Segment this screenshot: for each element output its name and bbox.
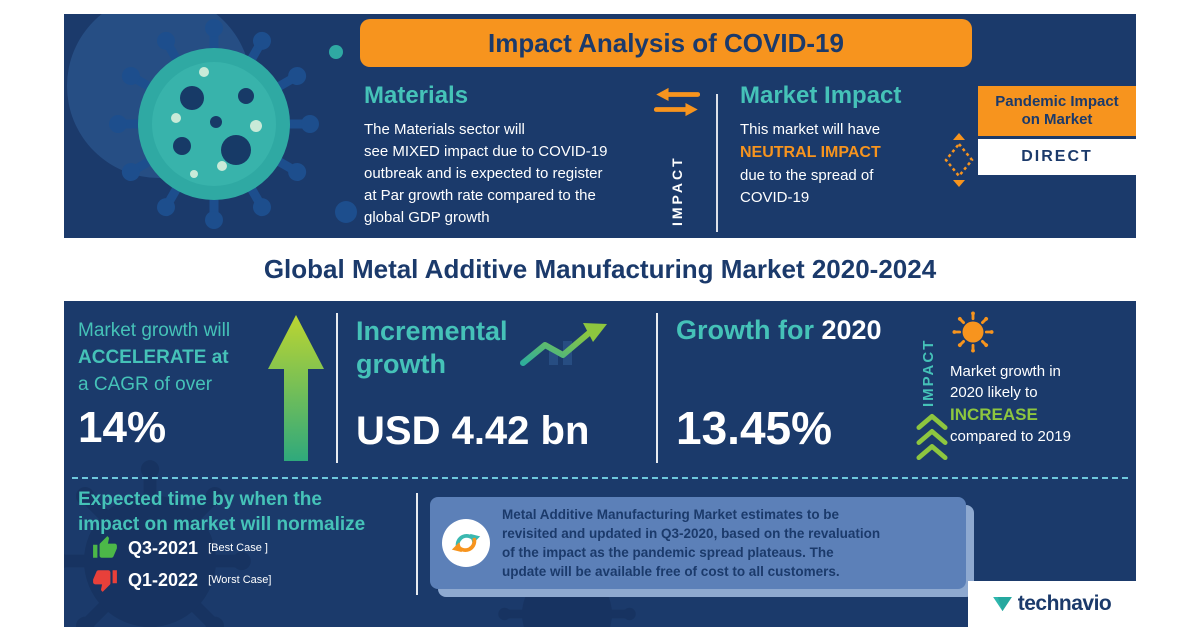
market-impact-block: Market Impact This market will have NEUT… <box>740 82 945 209</box>
virus-watermark-icon <box>64 460 251 627</box>
materials-line: at Par growth rate compared to the <box>364 187 596 204</box>
thumbs-up-icon <box>93 536 117 558</box>
report-title: Global Metal Additive Manufacturing Mark… <box>263 254 937 284</box>
pandemic-impact-value: DIRECT <box>978 139 1136 175</box>
cagr-line: ACCELERATE at <box>78 347 229 368</box>
worst-case-row: Q1-2022 [Worst Case] <box>92 567 271 593</box>
impact-line: compared to 2019 <box>950 428 1071 445</box>
technavio-nabla-icon <box>992 596 1012 611</box>
materials-line: The Materials sector will <box>364 121 525 138</box>
growth-2020-value: 13.45% <box>676 402 833 454</box>
thumbs-down-icon <box>93 570 117 592</box>
callout-line: revisited and updated in Q3-2020, based … <box>502 526 881 541</box>
impact-2020-block: Market growth in 2020 likely to INCREASE… <box>950 361 1136 447</box>
growth-up-arrow-icon <box>268 315 324 461</box>
incremental-growth-value: USD 4.42 bn <box>356 409 590 453</box>
technavio-logo: technavio <box>968 581 1136 627</box>
best-case-row: Q3-2021 [Best Case ] <box>92 535 268 561</box>
chevrons-up-icon <box>916 413 948 461</box>
incremental-label-line: Incremental <box>356 316 508 346</box>
stats-section: Market growth will ACCELERATE at a CAGR … <box>64 301 1136 627</box>
neutral-impact-highlight: NEUTRAL IMPACT <box>740 144 881 161</box>
refresh-icon <box>451 533 481 553</box>
callout-line: Metal Additive Manufacturing Market esti… <box>502 507 840 522</box>
cagr-line: a CAGR of over <box>78 374 213 395</box>
market-impact-line: due to the spread of <box>740 167 874 184</box>
growth-label-prefix: Growth for <box>676 315 822 345</box>
materials-line: outbreak and is expected to register <box>364 165 603 182</box>
dashed-divider <box>72 477 1128 479</box>
coronavirus-illustration-icon <box>67 14 357 229</box>
impact-line: 2020 likely to <box>950 384 1038 401</box>
column-divider <box>336 313 338 463</box>
worst-case-label: [Worst Case] <box>208 574 272 586</box>
incremental-growth-label: Incremental growth <box>356 315 508 381</box>
materials-title: Materials <box>364 82 469 109</box>
callout-line: update will be available free of cost to… <box>502 564 840 579</box>
growth-label-year: 2020 <box>821 315 882 345</box>
normalize-title-line: impact on market will normalize <box>78 514 366 535</box>
callout-line: of the impact as the pandemic spread pla… <box>502 545 834 560</box>
banner-title: Impact Analysis of COVID-19 <box>360 19 972 67</box>
refresh-icon-circle <box>442 519 490 567</box>
normalize-title-line: Expected time by when the <box>78 489 322 510</box>
impact-vertical-label: IMPACT <box>920 338 937 408</box>
materials-line: see MIXED impact due to COVID-19 <box>364 143 608 160</box>
incremental-label-line: growth <box>356 349 446 379</box>
virus-sun-icon <box>952 311 994 353</box>
materials-line: global GDP growth <box>364 209 490 226</box>
title-band: Global Metal Additive Manufacturing Mark… <box>64 238 1136 301</box>
best-case-label: [Best Case ] <box>208 542 268 554</box>
bottom-divider <box>416 493 418 595</box>
worst-case-value: Q1-2022 <box>128 569 199 590</box>
market-impact-title: Market Impact <box>740 82 902 109</box>
pandemic-impact-box: Pandemic Impact on Market <box>978 86 1136 136</box>
cagr-block: Market growth will ACCELERATE at a CAGR … <box>78 317 230 398</box>
header-divider <box>716 94 718 232</box>
neutral-diamond-icon <box>944 133 974 187</box>
content-frame: Impact Analysis of COVID-19 Materials Th… <box>64 14 1136 627</box>
impact-indicator-column: IMPACT <box>650 86 704 226</box>
cagr-line: Market growth will <box>78 320 231 341</box>
best-case-value: Q3-2021 <box>128 537 199 558</box>
header-section: Impact Analysis of COVID-19 Materials Th… <box>64 14 1136 238</box>
normalize-block: Expected time by when the impact on mark… <box>78 487 365 537</box>
impact-vertical-label: IMPACT <box>669 155 685 226</box>
market-impact-line: COVID-19 <box>740 189 810 206</box>
materials-block: Materials The Materials sector will see … <box>364 82 656 229</box>
increase-highlight: INCREASE <box>950 405 1038 424</box>
double-arrow-icon <box>654 87 700 117</box>
impact-line: Market growth in <box>950 363 1061 380</box>
trend-line-icon <box>520 323 607 366</box>
growth-2020-label: Growth for 2020 <box>676 315 882 346</box>
callout-text: Metal Additive Manufacturing Market esti… <box>502 505 960 581</box>
market-impact-line: This market will have <box>740 121 881 138</box>
cagr-value: 14% <box>78 403 167 452</box>
technavio-wordmark: technavio <box>1017 592 1112 615</box>
callout-box: Metal Additive Manufacturing Market esti… <box>430 497 966 589</box>
column-divider <box>656 313 658 463</box>
